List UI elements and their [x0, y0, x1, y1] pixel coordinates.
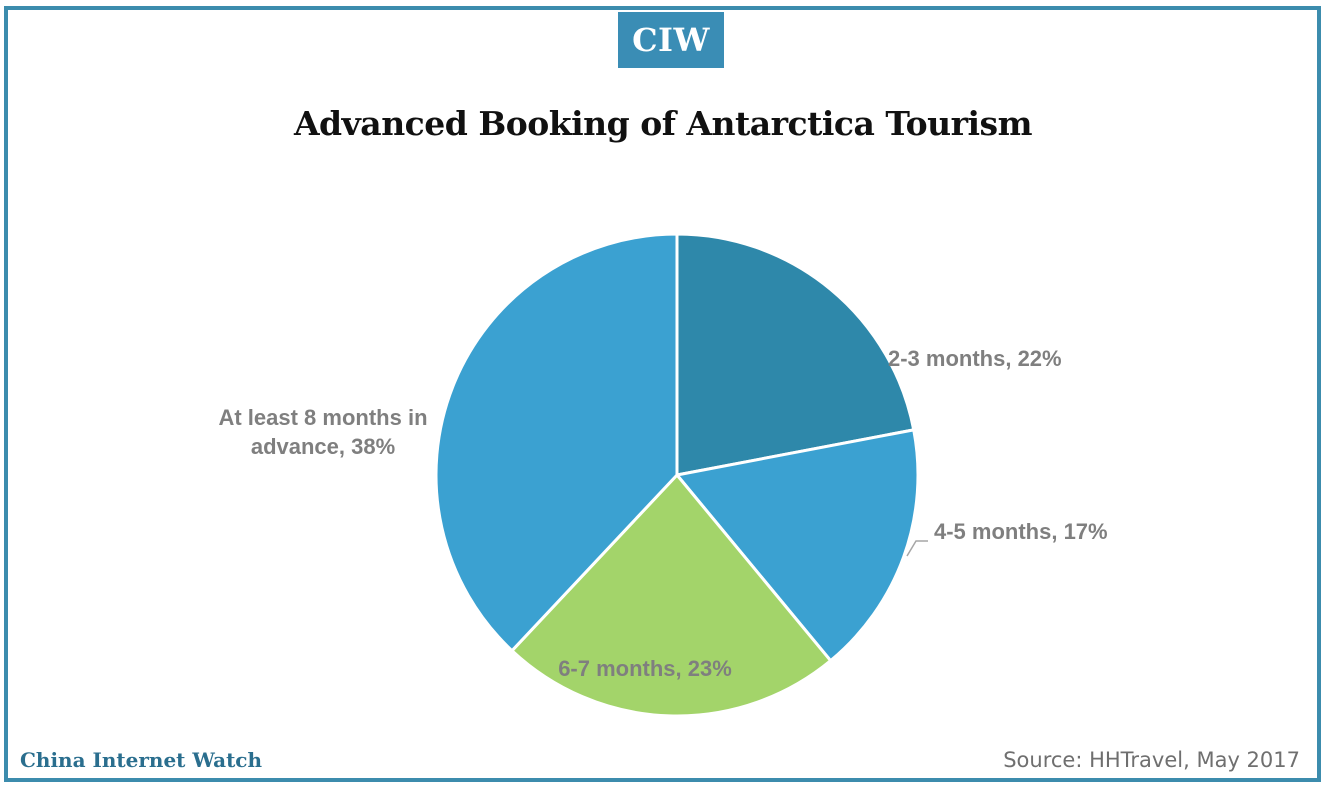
pie-data-labels: 2-3 months, 22% 4-5 months, 17% 6-7 months… — [218, 346, 1107, 681]
data-label-4-5-months: 4-5 months, 17% — [934, 519, 1108, 544]
pie-slices — [434, 232, 920, 718]
pie-slice-6-7-months — [509, 472, 833, 718]
chart-frame — [4, 6, 1321, 782]
leader-line-4-5-months — [906, 540, 928, 557]
data-label-6-7-months: 6-7 months, 23% — [558, 656, 732, 681]
data-label-2-3-months: 2-3 months, 22% — [888, 346, 1062, 371]
leader-lines — [906, 540, 928, 557]
chart-title: Advanced Booking of Antarctica Tourism — [293, 104, 1033, 143]
footer-source: Source: HHTravel, May 2017 — [1003, 748, 1300, 772]
footer-brand: China Internet Watch — [20, 748, 263, 772]
pie-slice-2-3-months — [675, 232, 916, 477]
pie-slice-at-least-8-months-in-advance — [434, 232, 679, 653]
pie-slice-4-5-months — [674, 428, 920, 663]
ciw-logo-badge: CIW — [618, 12, 724, 68]
data-label-at-least-8-months-in-advance: At least 8 months in advance, 38% — [218, 405, 427, 459]
